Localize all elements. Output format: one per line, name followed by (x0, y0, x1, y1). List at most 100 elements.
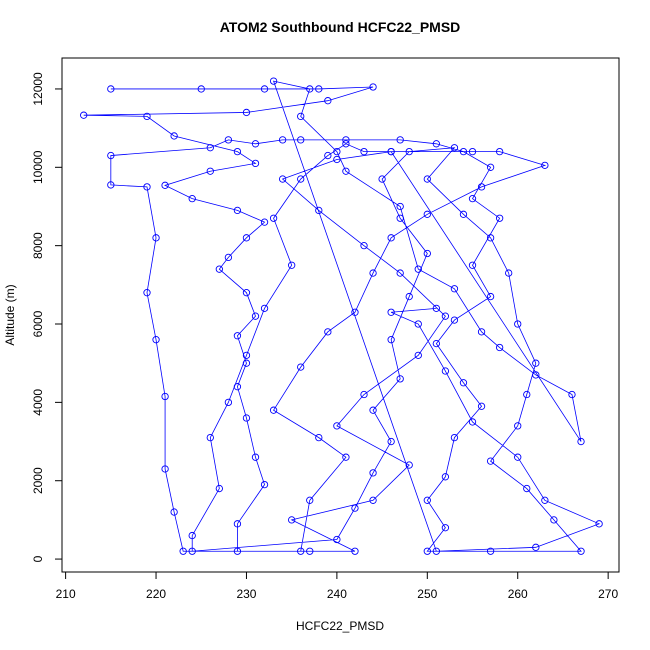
data-point (278, 136, 287, 144)
data-point (333, 147, 341, 156)
data-point (297, 112, 305, 121)
data-point (541, 496, 549, 504)
data-point (378, 175, 386, 183)
data-point (369, 406, 377, 414)
data-point (441, 312, 450, 320)
data-point (369, 469, 377, 477)
data-point (324, 328, 332, 336)
data-point (486, 234, 495, 242)
data-point (161, 392, 169, 401)
data-point (441, 524, 450, 532)
data-point (387, 147, 395, 156)
data-point (152, 234, 160, 242)
x-tick-label: 240 (327, 587, 347, 601)
data-point (387, 336, 395, 344)
data-point (170, 508, 178, 516)
data-point (278, 175, 287, 183)
data-point (550, 516, 558, 524)
data-point (486, 457, 495, 465)
data-point (450, 285, 459, 293)
data-point (161, 465, 169, 473)
data-point (423, 175, 431, 183)
data-point (414, 265, 422, 273)
data-point (224, 253, 233, 262)
data-point (324, 97, 332, 105)
data-point (107, 85, 115, 93)
data-point (288, 261, 296, 269)
data-point (260, 85, 269, 93)
data-point (369, 496, 377, 504)
data-point (423, 496, 431, 504)
data-point (260, 304, 269, 312)
data-point (477, 183, 486, 191)
data-point (342, 453, 350, 461)
data-point (369, 83, 377, 91)
data-point (333, 155, 341, 164)
data-point (369, 269, 377, 277)
data-point (251, 140, 260, 148)
data-point (405, 292, 413, 301)
y-tick-label: 4000 (31, 389, 45, 416)
data-point (251, 453, 260, 461)
data-point (297, 547, 305, 555)
data-point (333, 422, 341, 430)
data-point (396, 269, 404, 277)
data-point (224, 136, 233, 144)
data-point (486, 163, 495, 171)
data-point (197, 85, 205, 93)
data-point (297, 136, 305, 144)
data-point (468, 418, 477, 426)
data-point (251, 312, 260, 320)
data-point (396, 214, 404, 222)
x-tick-label: 220 (146, 587, 166, 601)
data-point (269, 406, 278, 414)
data-point (269, 77, 278, 85)
data-point (477, 402, 486, 410)
data-point (405, 147, 413, 156)
data-point (107, 181, 115, 189)
data-point (468, 194, 477, 203)
data-point (306, 85, 314, 93)
data-point (532, 359, 540, 367)
data-point (242, 108, 251, 117)
data-point (242, 351, 251, 360)
y-tick-label: 2000 (31, 467, 45, 494)
data-point (215, 484, 223, 493)
data-point (523, 484, 531, 493)
data-point (269, 214, 278, 222)
data-point (495, 214, 504, 222)
data-point (206, 433, 214, 442)
data-point (152, 336, 160, 344)
data-point (342, 136, 350, 144)
data-point (577, 547, 585, 555)
data-line (83, 80, 601, 552)
data-point (514, 453, 522, 461)
data-point (342, 140, 350, 148)
y-tick-label: 6000 (31, 310, 45, 337)
x-tick-label: 270 (598, 587, 618, 601)
data-point (188, 194, 196, 203)
data-point (423, 210, 431, 218)
data-point (260, 480, 269, 489)
data-point (495, 147, 504, 156)
data-point (468, 261, 477, 269)
data-point (360, 147, 368, 156)
data-point (107, 151, 115, 160)
data-point (514, 320, 522, 328)
data-point (242, 359, 251, 367)
data-point (450, 144, 459, 152)
data-point (414, 351, 422, 360)
data-point (351, 504, 359, 512)
data-point (387, 234, 395, 242)
data-point (360, 242, 368, 250)
data-point (468, 147, 477, 156)
data-point (315, 433, 323, 442)
data-point (459, 210, 468, 218)
data-point (242, 234, 251, 242)
data-point (495, 343, 504, 352)
x-axis-label: HCFC22_PMSD (296, 619, 384, 633)
data-point (233, 383, 242, 391)
data-point (251, 159, 260, 168)
